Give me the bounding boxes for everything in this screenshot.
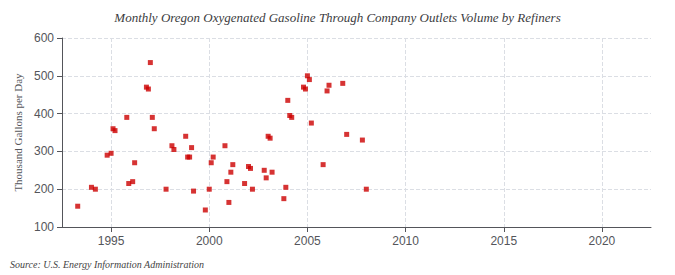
svg-text:500: 500 bbox=[34, 69, 54, 83]
svg-text:2015: 2015 bbox=[490, 234, 517, 248]
svg-text:600: 600 bbox=[34, 31, 54, 45]
svg-text:1995: 1995 bbox=[98, 234, 125, 248]
svg-text:400: 400 bbox=[34, 107, 54, 121]
svg-text:100: 100 bbox=[34, 220, 54, 234]
svg-text:Source: U.S. Energy Informatio: Source: U.S. Energy Information Administ… bbox=[10, 259, 204, 270]
svg-text:Thousand Gallons per Day: Thousand Gallons per Day bbox=[12, 73, 24, 192]
svg-text:300: 300 bbox=[34, 144, 54, 158]
svg-text:Monthly Oregon Oxygenated Gaso: Monthly Oregon Oxygenated Gasoline Throu… bbox=[113, 10, 560, 25]
svg-text:2010: 2010 bbox=[392, 234, 419, 248]
svg-text:200: 200 bbox=[34, 182, 54, 196]
svg-text:2005: 2005 bbox=[294, 234, 321, 248]
svg-text:2020: 2020 bbox=[589, 234, 616, 248]
svg-text:2000: 2000 bbox=[196, 234, 223, 248]
